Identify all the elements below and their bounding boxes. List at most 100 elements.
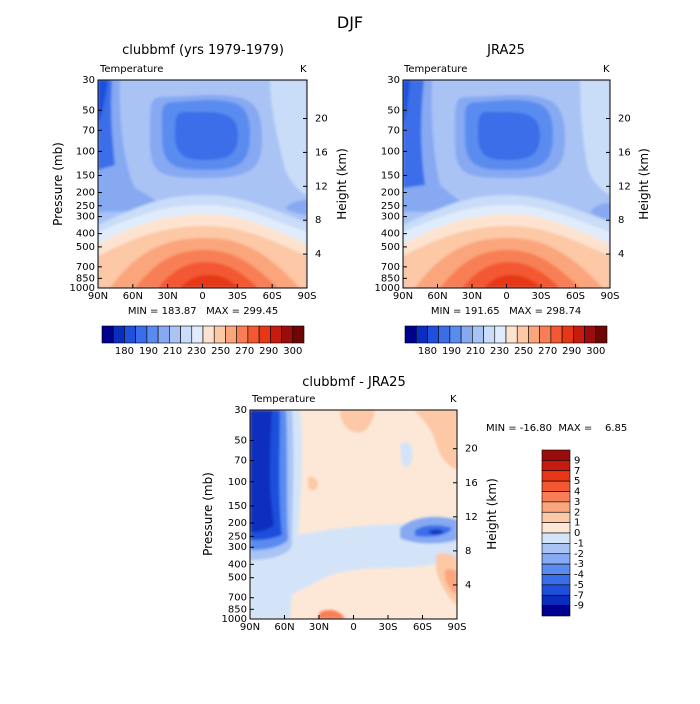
colorbar-label: -4 [574,570,584,581]
lat-tick-label: 90S [297,291,316,302]
pressure-tick-label: 50 [234,435,247,446]
height-tick-label: 16 [618,147,631,158]
colorbar-swatch [112,325,125,344]
pressure-tick-label: 30 [82,75,95,86]
colorbar-swatch [438,325,451,344]
contour-field [98,80,307,288]
lat-tick-label: 90S [447,622,466,633]
colorbar-swatch [573,325,585,344]
lat-tick-label: 0 [350,622,356,633]
bottom-axis-ticks: 90N 60N 30N 0 30S 60S 90S [240,615,467,633]
pressure-tick-label: 250 [228,531,247,542]
colorbar-label: 210 [466,346,485,357]
colorbar-label: 210 [163,346,182,357]
height-tick-label: 12 [618,181,631,192]
colorbar-swatch [539,325,552,344]
pressure-tick-label: 700 [228,593,247,604]
lat-tick-label: 90N [393,291,413,302]
lat-tick-label: 90N [88,291,108,302]
min-max-label: MIN = -16.80 MAX = 6.85 [486,423,627,434]
pressure-tick-label: 300 [381,212,400,223]
colorbar-swatch [202,325,215,344]
colorbar-swatch [180,325,193,344]
pressure-tick-label: 250 [381,201,400,212]
height-tick-label: 8 [618,215,624,226]
lat-tick-label: 90N [240,622,260,633]
colorbar-swatch [541,511,571,523]
panel-title: JRA25 [486,43,525,58]
height-tick-label: 12 [315,181,328,192]
height-tick-label: 12 [465,512,478,523]
pressure-tick-label: 70 [387,125,400,136]
height-tick-label: 20 [315,114,328,125]
colorbar-swatch [191,325,204,344]
colorbar-label: 5 [574,476,580,487]
lat-tick-label: 60N [427,291,447,302]
colorbar-swatch [483,325,496,344]
lat-tick-label: 0 [199,291,205,302]
right-axis-ticks: 20 16 12 8 4 [303,114,328,260]
min-max-label: MIN = 183.87 MAX = 299.45 [128,306,278,317]
colorbar-label: 3 [574,497,580,508]
y-axis-title: Pressure (mb) [51,142,65,226]
colorbar-swatch [236,325,249,344]
colorbar-swatch [541,480,571,492]
pressure-tick-label: 200 [381,188,400,199]
colorbar-swatch [584,325,597,344]
colorbar-swatch [124,325,136,344]
colorbar-swatch [528,325,540,344]
pressure-tick-label: 850 [228,604,247,615]
pressure-tick-label: 500 [381,242,400,253]
contour-level-215 [590,203,610,220]
colorbar-swatch [541,553,571,565]
contour-level-minus1b [270,523,457,600]
colorbar-swatch [541,449,571,461]
colorbar-swatch [247,325,260,344]
colorbar-swatch [541,605,571,617]
colorbar-swatch [595,325,608,344]
contour-level-plus2b [415,410,457,470]
contour-level-195 [403,80,425,188]
colorbar-swatch [494,325,507,344]
colorbar-swatch [415,325,428,344]
pressure-tick-label: 70 [234,456,247,467]
lat-tick-label: 0 [503,291,509,302]
contour-level-180 [98,80,108,125]
colorbar-swatch [561,325,574,344]
pressure-tick-label: 400 [228,559,247,570]
colorbar-label: 290 [562,346,581,357]
colorbar-swatch [404,325,417,344]
colorbar-abs-1: 180 190 210 230 250 270 290 300 [101,325,305,357]
colorbar-label: -5 [574,580,584,591]
contour-level-290 [158,262,258,288]
contour-level-215 [285,200,307,215]
height-tick-label: 16 [465,478,478,489]
contour-level-minus9 [250,410,274,532]
height-tick-label: 16 [315,147,328,158]
pressure-tick-label: 70 [82,125,95,136]
lat-tick-label: 60S [263,291,282,302]
lat-tick-label: 60N [123,291,143,302]
colorbar-swatch [169,325,181,344]
pressure-tick-label: 850 [381,273,400,284]
colorbar-swatch [541,522,571,534]
contour-level-plus3b [318,610,345,619]
height-tick-label: 4 [618,249,624,260]
lat-tick-label: 30N [462,291,482,302]
colorbar-swatch [472,325,484,344]
colorbar-label: -9 [574,601,584,612]
colorbar-label: 250 [514,346,533,357]
height-tick-label: 4 [315,249,321,260]
y2-axis-title: Height (km) [485,478,499,549]
pressure-tick-label: 300 [76,212,95,223]
colorbar-swatch [157,325,170,344]
pressure-tick-label: 400 [381,229,400,240]
pressure-tick-label: 100 [381,146,400,157]
colorbar-swatch [449,325,462,344]
colorbar-swatch [541,563,571,575]
pressure-tick-label: 400 [76,229,95,240]
colorbar-label: 270 [538,346,557,357]
lat-tick-label: 30N [309,622,329,633]
colorbar-swatch [541,574,571,586]
contour-level-225 [580,80,610,195]
